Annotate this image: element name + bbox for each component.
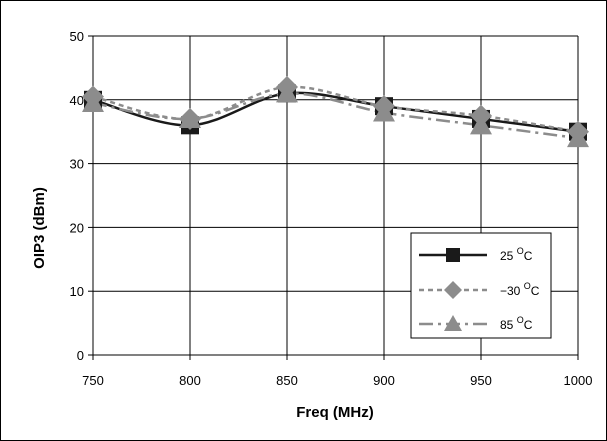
data-point-triangle xyxy=(373,101,395,122)
y-axis-title: OIP3 (dBm) xyxy=(31,187,48,269)
y-tick-labels: 0 10 20 30 40 50 xyxy=(70,29,84,363)
data-series xyxy=(82,76,589,148)
y-tick-label: 40 xyxy=(70,93,84,108)
x-tick-label: 800 xyxy=(179,373,201,388)
x-axis-title: Freq (MHz) xyxy=(296,404,374,421)
y-tick-label: 0 xyxy=(77,348,84,363)
y-tick-label: 10 xyxy=(70,284,84,299)
legend-marker-square xyxy=(446,248,460,262)
legend-label: 85 OC xyxy=(500,315,533,332)
x-tick-label: 850 xyxy=(276,373,298,388)
legend-box xyxy=(410,232,552,339)
data-point-triangle xyxy=(276,82,298,103)
x-tick-label: 900 xyxy=(373,373,395,388)
x-tick-label: 1000 xyxy=(564,373,593,388)
legend: 25 OC −30 OC 85 OC xyxy=(410,232,552,339)
data-point-triangle xyxy=(470,114,492,135)
x-tick-label: 950 xyxy=(470,373,492,388)
legend-label: 25 OC xyxy=(500,246,533,263)
x-tick-labels: 750 800 850 900 950 1000 xyxy=(82,373,592,388)
data-point-triangle xyxy=(179,107,201,128)
y-tick-label: 30 xyxy=(70,157,84,172)
legend-label: −30 OC xyxy=(500,281,540,298)
legend-marker-triangle xyxy=(444,315,462,331)
data-point-triangle xyxy=(82,91,104,112)
y-tick-label: 50 xyxy=(70,29,84,44)
series-line xyxy=(92,91,579,133)
series-line xyxy=(92,85,579,133)
x-tick-label: 750 xyxy=(82,373,104,388)
legend-marker-diamond xyxy=(444,281,462,299)
y-tick-label: 20 xyxy=(70,220,84,235)
data-point-triangle xyxy=(567,127,589,148)
